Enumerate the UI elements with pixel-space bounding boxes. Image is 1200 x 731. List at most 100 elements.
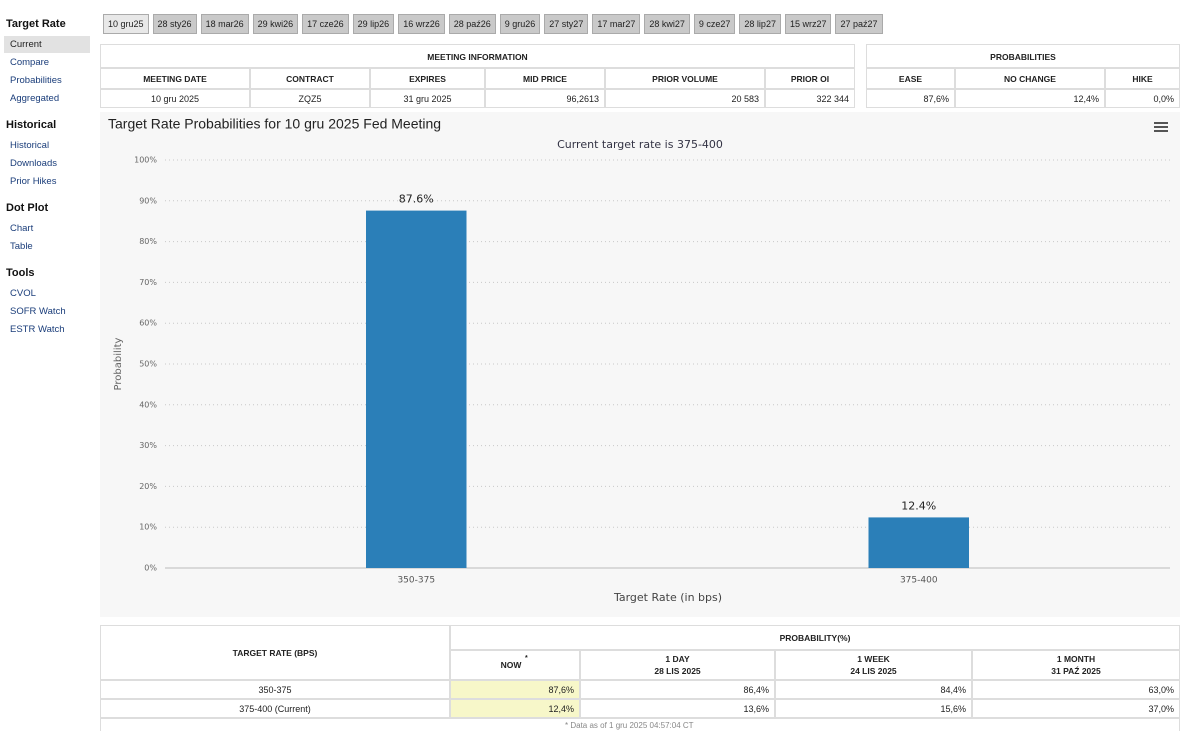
y-tick-label: 90% [139,196,157,205]
table-header: PROBABILITY(%) [450,625,1180,650]
table-cell: 84,4% [775,680,972,699]
meeting-tab[interactable]: 18 mar26 [200,14,249,34]
meeting-tab[interactable]: 27 paź27 [835,14,883,34]
table-cell: 0,0% [1105,89,1180,108]
column-date: 24 LIS 2025 [850,666,897,676]
meeting-tab[interactable]: 9 cze27 [693,14,736,34]
sidebar-link[interactable]: ESTR Watch [10,324,65,335]
table-cell: 37,0% [972,699,1180,718]
table-footer [100,718,1180,731]
bar [868,517,969,568]
y-tick-label: 80% [139,237,157,246]
column-label: 1 DAY [665,654,690,664]
column-date: 28 LIS 2025 [654,666,701,676]
menu-bar [1154,126,1168,128]
table-cell: 20 583 [605,89,765,108]
column-header: NO CHANGE [955,68,1105,89]
table-cell: 10 gru 2025 [100,89,250,108]
y-tick-label: 50% [139,360,157,369]
column-header: CONTRACT [250,68,370,89]
data-label: 12.4% [901,499,936,512]
column-header: EXPIRES [370,68,485,89]
sidebar-link[interactable]: Prior Hikes [10,176,57,187]
meeting-tab[interactable]: 29 kwi26 [252,14,299,34]
sidebar-link[interactable]: Historical [10,140,50,151]
chart-subtitle: Current target rate is 375-400 [557,138,723,151]
meeting-tab[interactable]: 28 sty26 [152,14,197,34]
chart-title: Target Rate Probabilities for 10 gru 202… [108,116,441,132]
table-cell: 31 gru 2025 [370,89,485,108]
meeting-tab[interactable]: 17 mar27 [592,14,641,34]
column-header [972,650,1180,680]
table-header: PROBABILITIES [866,44,1180,68]
table-cell: 87,6% [450,680,580,699]
table-header: MEETING INFORMATION [100,44,855,68]
y-tick-label: 30% [139,441,157,450]
column-note: * [525,655,528,662]
meeting-tab[interactable]: 9 gru26 [499,14,541,34]
table-cell: 322 344 [765,89,855,108]
table-cell: 13,6% [580,699,775,718]
sidebar-link[interactable]: Downloads [10,158,57,169]
y-tick-label: 20% [139,482,157,491]
meeting-tab[interactable]: 27 sty27 [544,14,589,34]
column-header [450,650,580,680]
meeting-tab[interactable]: 28 kwi27 [644,14,690,34]
chart-panel [100,112,1180,617]
table-cell: 350-375 [100,680,450,699]
table-cell: 15,6% [775,699,972,718]
meeting-tab[interactable]: 29 lip26 [352,14,395,34]
menu-icon[interactable] [1154,122,1168,132]
y-tick-label: 40% [139,400,157,409]
column-label: 1 WEEK [857,654,890,664]
meeting-tab[interactable]: 15 wrz27 [784,14,832,34]
table-cell: 87,6% [866,89,955,108]
sidebar-link[interactable]: Probabilities [10,75,62,86]
meeting-tab[interactable]: 28 lip27 [739,14,781,34]
column-header: HIKE [1105,68,1180,89]
table-cell: 12,4% [955,89,1105,108]
y-tick-label: 100% [134,156,157,165]
column-header [775,650,972,680]
column-date: 31 PAŹ 2025 [1051,666,1101,676]
column-header: PRIOR OI [765,68,855,89]
meeting-tab[interactable]: 10 gru25 [103,14,149,34]
sidebar-link[interactable]: Chart [10,223,34,234]
row-header: TARGET RATE (BPS) [100,625,450,680]
x-axis-label: Target Rate (in bps) [613,591,722,604]
y-axis-label: Probability [113,337,124,390]
y-tick-label: 70% [139,278,157,287]
column-header: PRIOR VOLUME [605,68,765,89]
sidebar-section-title: Target Rate [6,18,66,30]
sidebar-link[interactable]: CVOL [10,288,36,299]
sidebar-link[interactable]: Current [4,36,90,53]
y-tick-label: 0% [144,564,157,573]
column-header: EASE [866,68,955,89]
table-cell: 86,4% [580,680,775,699]
column-label: NOW [500,660,522,670]
meeting-tab[interactable]: 17 cze26 [302,14,349,34]
tab-bar: 10 gru25 28 sty26 18 mar26 29 kwi26 17 cze26… [103,14,1183,34]
column-header: MID PRICE [485,68,605,89]
sidebar-link[interactable]: Table [10,241,33,252]
sidebar-link[interactable]: Aggregated [10,93,60,104]
x-tick-label: 375-400 [900,576,938,586]
data-label: 87.6% [399,193,434,206]
meeting-tab[interactable]: 16 wrz26 [398,14,445,34]
bar [366,210,467,569]
table-cell: 12,4% [450,699,580,718]
sidebar-section-title: Tools [6,267,35,279]
menu-bar [1154,122,1168,124]
column-label: 1 MONTH [1056,654,1096,664]
sidebar-section-title: Dot Plot [6,202,49,214]
footnote: * Data as of 1 gru 2025 04:57:04 CT [565,721,694,730]
sidebar-link[interactable]: SOFR Watch [10,306,66,317]
x-tick-label: 350-375 [397,576,435,586]
sidebar-link[interactable]: Compare [10,57,50,68]
meeting-tab[interactable]: 28 paź26 [448,14,496,34]
table-cell: ZQZ5 [250,89,370,108]
y-tick-label: 60% [139,319,157,328]
column-header: MEETING DATE [100,68,250,89]
